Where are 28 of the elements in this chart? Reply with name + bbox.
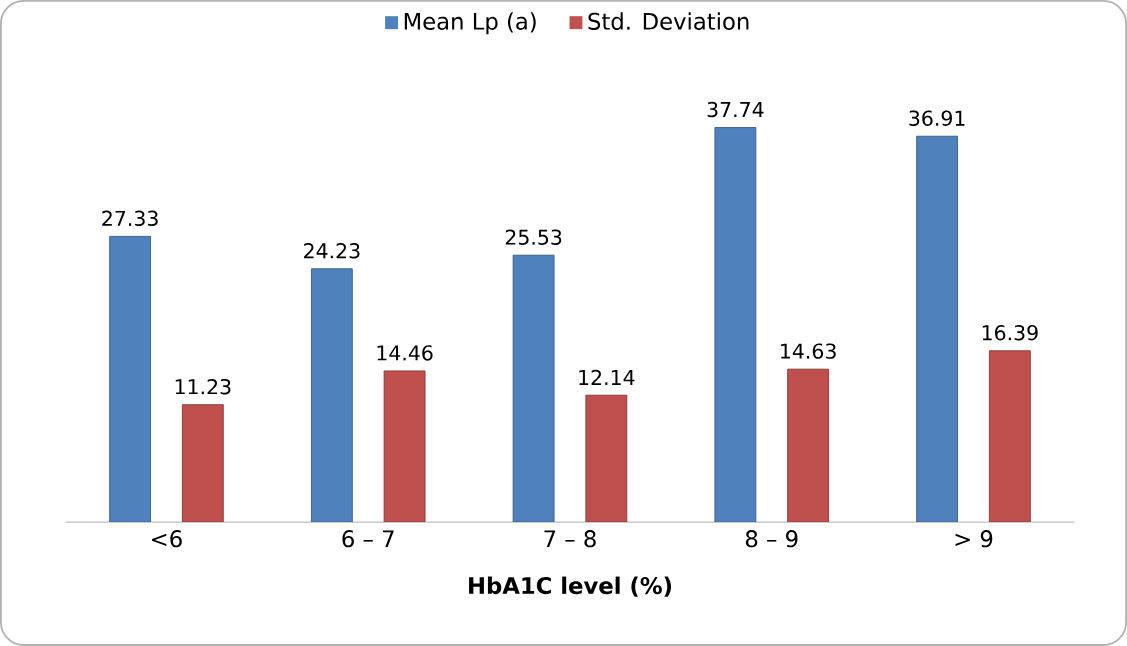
data-label: 16.39	[982, 325, 1038, 341]
x-axis-title: HbA1C level (%)	[469, 576, 672, 597]
bar	[512, 254, 555, 523]
bar	[383, 370, 426, 523]
data-label: 14.63	[781, 343, 836, 359]
x-tick-label: <6	[152, 530, 182, 548]
bar	[109, 235, 152, 523]
legend-label: Mean Lp (a)	[404, 12, 536, 35]
bar	[181, 404, 224, 523]
x-tick-label: 6 – 7	[342, 530, 394, 548]
x-tick-label: 8 – 9	[745, 530, 798, 548]
data-label: 25.53	[505, 229, 562, 245]
bar	[787, 368, 830, 523]
data-label: 24.23	[304, 243, 360, 259]
bar	[310, 268, 353, 523]
data-label: 11.23	[175, 378, 231, 395]
data-label: 37.74	[707, 101, 764, 118]
bar	[714, 127, 757, 523]
x-tick-label: > 9	[955, 530, 993, 548]
data-label: 14.46	[377, 345, 433, 361]
x-tick-label: 7 – 8	[544, 530, 596, 548]
bar	[916, 135, 959, 523]
bar	[988, 350, 1031, 523]
data-label: 12.14	[579, 369, 635, 385]
legend-label: Std. Deviation	[588, 12, 749, 30]
bar	[585, 394, 628, 523]
data-label: 27.33	[102, 210, 158, 227]
data-label: 36.91	[909, 110, 965, 126]
